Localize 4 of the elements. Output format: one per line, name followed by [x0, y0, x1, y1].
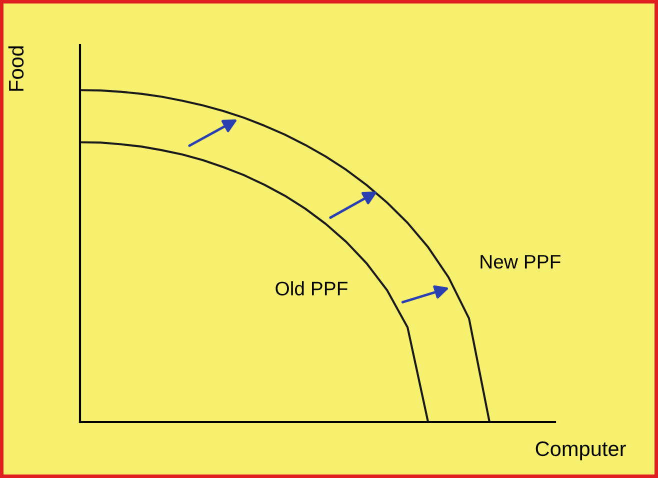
- y-axis-title: Food: [8, 46, 24, 91]
- series-label: Old PPF: [276, 281, 348, 296]
- x-axis-title: Computer: [536, 441, 626, 460]
- series-label: New PPF: [480, 255, 560, 269]
